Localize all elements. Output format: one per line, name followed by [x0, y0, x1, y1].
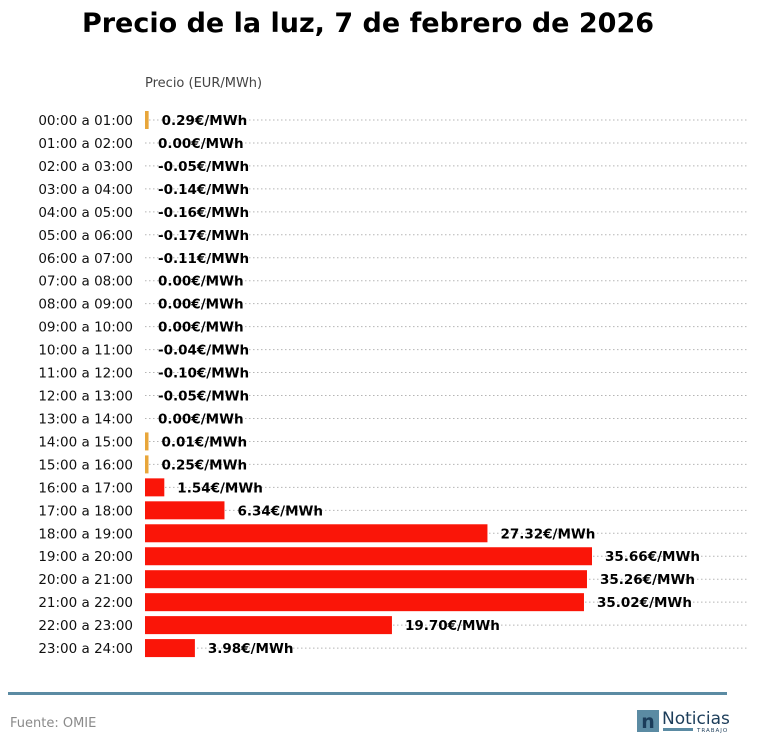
- value-label: 0.29€/MWh: [162, 113, 248, 129]
- logo-name: Noticias: [662, 709, 730, 729]
- value-label: 0.00€/MWh: [158, 297, 244, 313]
- value-label: 0.25€/MWh: [162, 457, 248, 473]
- category-label: 19:00 a 20:00: [38, 549, 133, 565]
- category-label: 18:00 a 19:00: [38, 526, 133, 542]
- chart-title: Precio de la luz, 7 de febrero de 2026: [82, 8, 654, 39]
- value-label: -0.16€/MWh: [158, 205, 249, 221]
- bar: [145, 455, 149, 474]
- axis-label: Precio (EUR/MWh): [145, 76, 262, 91]
- bar: [145, 639, 195, 658]
- category-label: 12:00 a 13:00: [38, 389, 133, 405]
- value-label: 35.02€/MWh: [597, 595, 692, 611]
- category-label: 00:00 a 01:00: [38, 113, 133, 129]
- logo-glyph: n: [641, 711, 655, 733]
- bar: [145, 570, 587, 589]
- category-label: 09:00 a 10:00: [38, 320, 133, 336]
- brand-logo: n Noticias TRABAJO: [637, 709, 730, 734]
- category-label: 02:00 a 03:00: [38, 159, 133, 175]
- bar: [145, 547, 592, 566]
- category-label: 22:00 a 23:00: [38, 618, 133, 634]
- footer-rule: [8, 692, 727, 695]
- category-label: 07:00 a 08:00: [38, 274, 133, 290]
- value-label: 1.54€/MWh: [177, 480, 263, 496]
- value-label: 27.32€/MWh: [500, 526, 595, 542]
- source-text: Fuente: OMIE: [10, 716, 96, 731]
- category-label: 03:00 a 04:00: [38, 182, 133, 198]
- value-label: -0.14€/MWh: [158, 182, 249, 198]
- value-label: 0.00€/MWh: [158, 411, 244, 427]
- value-label: 0.00€/MWh: [158, 136, 244, 152]
- value-label: 3.98€/MWh: [208, 641, 294, 657]
- value-label: 6.34€/MWh: [237, 503, 323, 519]
- value-label: 35.26€/MWh: [600, 572, 695, 588]
- category-label: 05:00 a 06:00: [38, 228, 133, 244]
- category-label: 21:00 a 22:00: [38, 595, 133, 611]
- category-label: 10:00 a 11:00: [38, 343, 133, 359]
- bar: [145, 593, 584, 612]
- value-label: 19.70€/MWh: [405, 618, 500, 634]
- logo-badge: [637, 710, 659, 732]
- category-label: 14:00 a 15:00: [38, 434, 133, 450]
- category-label: 16:00 a 17:00: [38, 480, 133, 496]
- logo-underline: [663, 728, 693, 731]
- value-label: -0.10€/MWh: [158, 366, 249, 382]
- bar: [145, 501, 225, 520]
- category-label: 13:00 a 14:00: [38, 411, 133, 427]
- category-label: 15:00 a 16:00: [38, 457, 133, 473]
- category-label: 17:00 a 18:00: [38, 503, 133, 519]
- category-label: 20:00 a 21:00: [38, 572, 133, 588]
- logo-sub: TRABAJO: [696, 728, 728, 734]
- value-label: 0.00€/MWh: [158, 320, 244, 336]
- category-label: 08:00 a 09:00: [38, 297, 133, 313]
- value-label: 35.66€/MWh: [605, 549, 700, 565]
- category-label: 11:00 a 12:00: [38, 366, 133, 382]
- value-label: -0.05€/MWh: [158, 389, 249, 405]
- plot-area: 00:00 a 01:00 0.29€/MWh 01:00 a 02:00 0.00€…: [38, 111, 748, 658]
- category-label: 23:00 a 24:00: [38, 641, 133, 657]
- bar: [145, 616, 392, 635]
- value-label: 0.00€/MWh: [158, 274, 244, 290]
- category-label: 01:00 a 02:00: [38, 136, 133, 152]
- value-label: -0.04€/MWh: [158, 343, 249, 359]
- bar: [145, 432, 149, 451]
- category-label: 04:00 a 05:00: [38, 205, 133, 221]
- bar: [145, 524, 488, 543]
- value-label: 0.01€/MWh: [162, 434, 248, 450]
- value-label: -0.17€/MWh: [158, 228, 249, 244]
- category-label: 06:00 a 07:00: [38, 251, 133, 267]
- bar: [145, 111, 149, 129]
- bar: [145, 478, 165, 497]
- value-label: -0.05€/MWh: [158, 159, 249, 175]
- value-label: -0.11€/MWh: [158, 251, 249, 267]
